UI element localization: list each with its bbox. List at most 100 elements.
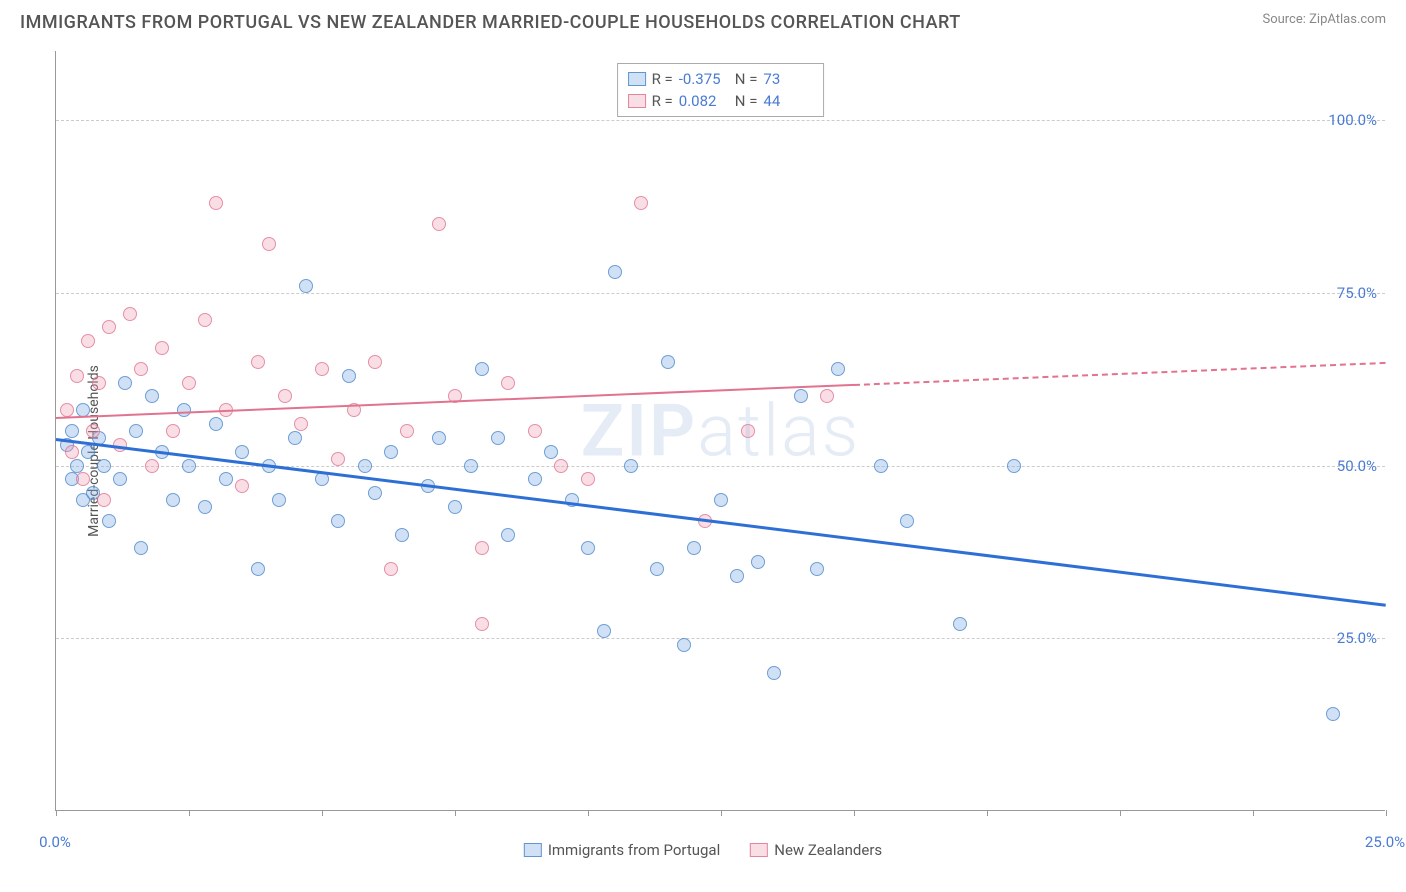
chart-title: IMMIGRANTS FROM PORTUGAL VS NEW ZEALANDE… [20, 12, 961, 33]
data-point [384, 562, 398, 576]
trend-line [854, 362, 1386, 386]
x-tick [987, 810, 988, 816]
r-value: 0.082 [679, 92, 729, 110]
x-tick [56, 810, 57, 816]
chart-container: Married-couple Households ZIPatlas R =-0… [0, 41, 1406, 861]
data-point [65, 445, 79, 459]
legend-series: Immigrants from Portugal New Zealanders [524, 841, 882, 859]
data-point [741, 424, 755, 438]
n-label: N = [735, 70, 758, 88]
data-point [235, 445, 249, 459]
x-tick [1253, 810, 1254, 816]
gridline [56, 120, 1385, 121]
data-point [209, 417, 223, 431]
data-point [501, 528, 515, 542]
data-point [634, 196, 648, 210]
legend-label: Immigrants from Portugal [548, 841, 720, 859]
data-point [60, 403, 74, 417]
legend-row: R =-0.375N =73 [628, 68, 814, 90]
legend-row: R = 0.082N =44 [628, 90, 814, 112]
data-point [155, 341, 169, 355]
gridline [56, 638, 1385, 639]
data-point [650, 562, 664, 576]
data-point [70, 369, 84, 383]
data-point [384, 445, 398, 459]
data-point [299, 279, 313, 293]
data-point [182, 376, 196, 390]
data-point [113, 472, 127, 486]
data-point [278, 389, 292, 403]
data-point [464, 459, 478, 473]
scatter-plot-area: ZIPatlas R =-0.375N =73R = 0.082N =44 25… [55, 51, 1385, 811]
data-point [235, 479, 249, 493]
gridline [56, 466, 1385, 467]
data-point [432, 217, 446, 231]
data-point [714, 493, 728, 507]
x-tick-label: 0.0% [39, 833, 71, 851]
data-point [102, 514, 116, 528]
y-tick-label: 50.0% [1337, 457, 1377, 475]
legend-item: New Zealanders [750, 841, 882, 859]
data-point [262, 237, 276, 251]
data-point [810, 562, 824, 576]
data-point [528, 472, 542, 486]
data-point [475, 617, 489, 631]
data-point [448, 500, 462, 514]
data-point [581, 541, 595, 555]
data-point [794, 389, 808, 403]
data-point [677, 638, 691, 652]
legend-swatch-icon [750, 843, 768, 857]
data-point [624, 459, 638, 473]
data-point [92, 376, 106, 390]
data-point [219, 472, 233, 486]
data-point [288, 431, 302, 445]
data-point [65, 424, 79, 438]
data-point [129, 424, 143, 438]
r-value: -0.375 [679, 70, 729, 88]
data-point [331, 452, 345, 466]
data-point [315, 472, 329, 486]
data-point [166, 424, 180, 438]
data-point [368, 355, 382, 369]
x-tick [189, 810, 190, 816]
data-point [97, 493, 111, 507]
data-point [581, 472, 595, 486]
data-point [661, 355, 675, 369]
r-label: R = [652, 92, 673, 110]
data-point [767, 666, 781, 680]
data-point [491, 431, 505, 445]
data-point [209, 196, 223, 210]
legend-correlation-box: R =-0.375N =73R = 0.082N =44 [617, 63, 825, 117]
data-point [198, 500, 212, 514]
y-tick-label: 25.0% [1337, 629, 1377, 647]
data-point [70, 459, 84, 473]
x-tick [322, 810, 323, 816]
legend-swatch-icon [628, 72, 646, 86]
y-tick-label: 75.0% [1337, 284, 1377, 302]
data-point [251, 562, 265, 576]
data-point [76, 472, 90, 486]
data-point [953, 617, 967, 631]
data-point [102, 320, 116, 334]
data-point [1007, 459, 1021, 473]
data-point [134, 541, 148, 555]
legend-label: New Zealanders [774, 841, 882, 859]
data-point [81, 445, 95, 459]
x-tick-label: 25.0% [1365, 833, 1405, 851]
data-point [820, 389, 834, 403]
x-tick [1120, 810, 1121, 816]
data-point [528, 424, 542, 438]
data-point [145, 459, 159, 473]
data-point [432, 431, 446, 445]
data-point [177, 403, 191, 417]
data-point [294, 417, 308, 431]
legend-swatch-icon [524, 843, 542, 857]
data-point [251, 355, 265, 369]
watermark: ZIPatlas [581, 388, 861, 473]
data-point [123, 307, 137, 321]
data-point [831, 362, 845, 376]
data-point [475, 541, 489, 555]
data-point [597, 624, 611, 638]
data-point [368, 486, 382, 500]
data-point [900, 514, 914, 528]
